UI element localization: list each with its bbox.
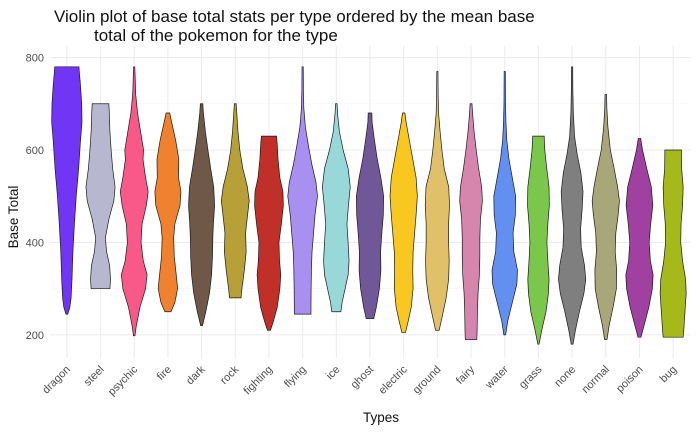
- x-tick-label: none: [552, 364, 578, 390]
- chart-title-line-1: Violin plot of base total stats per type…: [54, 7, 535, 26]
- x-axis-ticks: dragon steel psychic fire dark rock fighting fl…: [40, 363, 679, 398]
- y-tick-label: 200: [26, 330, 44, 342]
- x-tick-label: fighting: [241, 364, 275, 398]
- violin-normal: [591, 94, 620, 340]
- violin-steel: [85, 103, 116, 290]
- x-tick-label: steel: [82, 364, 107, 389]
- violin-ghost: [356, 112, 384, 320]
- violin-electric: [389, 112, 418, 333]
- x-tick-label: water: [483, 363, 511, 391]
- x-tick-label: bug: [658, 364, 679, 385]
- violin-fire: [154, 112, 182, 313]
- violin-flying: [287, 66, 318, 315]
- x-tick-label: ghost: [349, 364, 377, 392]
- violin-none: [558, 66, 587, 345]
- x-tick-label: normal: [580, 364, 612, 396]
- y-axis-ticks: 200 400 600 800: [26, 53, 44, 342]
- violin-psychic: [119, 66, 149, 337]
- violin-fairy: [459, 103, 483, 340]
- x-tick-label: dark: [184, 363, 208, 387]
- x-tick-label: rock: [218, 363, 242, 387]
- violin-poison: [625, 138, 654, 338]
- x-tick-label: psychic: [106, 363, 141, 398]
- violin-dragon: [51, 66, 83, 315]
- x-tick-label: fairy: [454, 363, 478, 387]
- violin-ground: [424, 71, 450, 331]
- violin-rock: [220, 103, 250, 299]
- x-tick-label: dragon: [40, 364, 73, 397]
- x-tick-label: grass: [517, 363, 545, 391]
- x-tick-label: ground: [411, 364, 444, 397]
- violin-fighting: [254, 135, 284, 331]
- chart-title-line-2: total of the pokemon for the type: [94, 26, 338, 45]
- x-tick-label: ice: [324, 364, 342, 382]
- x-axis-title: Types: [363, 410, 399, 425]
- x-tick-label: fire: [155, 364, 174, 383]
- violin-ice: [322, 103, 351, 313]
- violins: [51, 66, 687, 345]
- x-tick-label: poison: [614, 364, 645, 395]
- x-tick-label: flying: [282, 364, 309, 391]
- violin-dark: [188, 103, 215, 326]
- y-tick-label: 400: [26, 237, 44, 249]
- y-axis-title: Base Total: [6, 186, 21, 249]
- y-tick-label: 800: [26, 53, 44, 65]
- violin-water: [491, 71, 518, 336]
- violin-bug: [659, 149, 687, 338]
- violin-grass: [527, 135, 550, 345]
- x-tick-label: electric: [377, 363, 410, 396]
- y-tick-label: 600: [26, 145, 44, 157]
